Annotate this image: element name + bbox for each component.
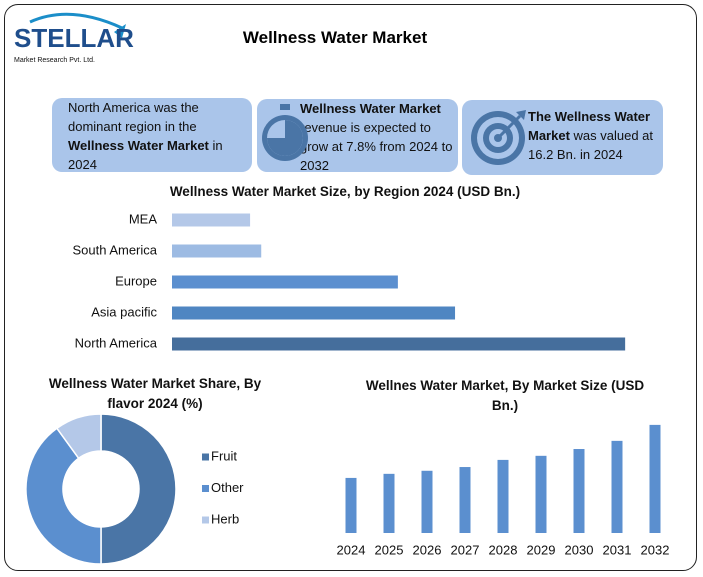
stopwatch-icon <box>262 104 308 161</box>
donut-slice <box>100 413 177 565</box>
frame <box>4 4 697 571</box>
card-text: Wellness Water Market <box>68 138 209 153</box>
logo-arrow <box>114 24 126 38</box>
y-tick-label: Asia pacific <box>91 304 157 319</box>
bar <box>172 213 251 227</box>
legend-label: Herb <box>211 511 239 526</box>
legend-swatch <box>202 453 209 461</box>
donut-slice <box>55 413 102 460</box>
bar <box>649 424 661 533</box>
x-tick-label: 2030 <box>565 542 594 557</box>
chart-title: Wellness Water Market Size, by Region 20… <box>169 184 521 199</box>
chart-title: Wellnes Water Market, By Market Size (US… <box>365 378 645 413</box>
bar <box>345 477 357 533</box>
card-text: was valued at 16.2 Bn. in 2024 <box>528 128 654 162</box>
chart-title: Wellness Water Market Share, By flavor 2… <box>48 376 262 411</box>
x-tick-label: 2025 <box>375 542 404 557</box>
y-tick-label: North America <box>75 335 158 350</box>
bar <box>383 473 395 533</box>
target-icon <box>471 110 526 165</box>
bar <box>611 440 623 533</box>
legend-label: Other <box>211 480 244 495</box>
card: Wellness Water Market revenue is expecte… <box>257 99 458 173</box>
card-text: in 2024 <box>68 138 223 172</box>
logo-tagline: Market Research Pvt. Ltd. <box>14 57 95 64</box>
y-tick-label: MEA <box>129 211 158 226</box>
bar <box>573 449 585 533</box>
bar <box>172 337 626 351</box>
x-tick-label: 2024 <box>337 542 366 557</box>
bar <box>535 455 547 533</box>
y-tick-label: South America <box>72 242 157 257</box>
card-text: Wellness Water Market <box>300 101 441 116</box>
bar <box>421 470 433 533</box>
donut-slice <box>25 427 102 565</box>
page-title: Wellness Water Market <box>242 28 428 47</box>
bar <box>172 244 262 258</box>
x-tick-label: 2031 <box>603 542 632 557</box>
legend-swatch <box>202 516 209 524</box>
logo-name: STELLAR <box>14 23 134 53</box>
x-tick-label: 2027 <box>451 542 480 557</box>
legend-swatch <box>202 485 209 492</box>
logo-swoosh <box>29 12 123 30</box>
bar <box>459 467 471 533</box>
bar <box>497 459 509 533</box>
x-tick-label: 2029 <box>527 542 556 557</box>
card: North America was the dominant region in… <box>52 98 252 172</box>
legend-label: Fruit <box>211 448 237 463</box>
card-text: North America was the dominant region in… <box>68 100 199 134</box>
x-tick-label: 2026 <box>413 542 442 557</box>
x-tick-label: 2032 <box>641 542 670 557</box>
y-tick-label: Europe <box>115 273 157 288</box>
x-tick-label: 2028 <box>489 542 518 557</box>
bar <box>172 306 456 320</box>
bar <box>172 275 398 289</box>
logo: STELLAR Market Research Pvt. Ltd. <box>14 12 134 64</box>
card-text: The Wellness Water Market <box>528 109 651 143</box>
card-text: revenue is expected to grow at 7.8% from… <box>300 120 453 173</box>
